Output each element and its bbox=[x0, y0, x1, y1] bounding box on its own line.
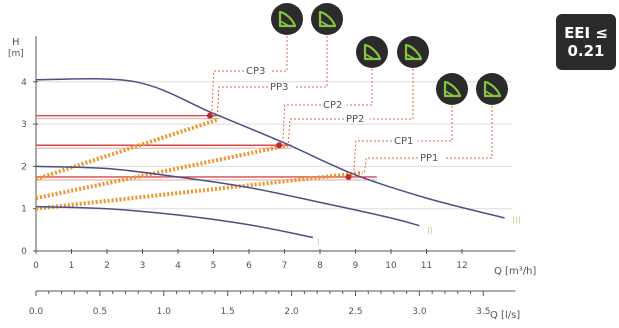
leaf-curve-icon bbox=[318, 10, 337, 28]
leader-line bbox=[294, 36, 328, 88]
x-tick-label: 0 bbox=[33, 261, 39, 271]
mode-icon-bg bbox=[397, 36, 429, 68]
leaf-curve-icon bbox=[404, 43, 423, 61]
mode-icon-bg bbox=[436, 73, 468, 105]
mode-icon-bg bbox=[356, 36, 388, 68]
speed-curve-iii bbox=[35, 77, 505, 219]
pp-line-pp1 bbox=[35, 170, 363, 211]
leader-line bbox=[216, 86, 268, 120]
x-tick-label: 6 bbox=[246, 261, 252, 271]
x-tick-label: 10 bbox=[385, 261, 397, 271]
leader-line bbox=[211, 70, 244, 115]
mode-label-pp1: PP1 bbox=[420, 153, 438, 164]
grid-layer bbox=[36, 81, 512, 210]
icon-layer bbox=[271, 3, 508, 105]
cp3-mode-icon bbox=[271, 3, 303, 35]
mode-icon-bg bbox=[271, 3, 303, 35]
leader-line bbox=[444, 106, 493, 159]
curve-label-i: I bbox=[317, 238, 320, 249]
leaf-curve-icon bbox=[363, 43, 382, 61]
speed-curve-i bbox=[35, 205, 314, 239]
x2-axis-label: Q [l/s] bbox=[490, 310, 520, 321]
y-tick-label: 2 bbox=[21, 162, 27, 172]
operating-point-cp1 bbox=[345, 173, 352, 180]
leader-line bbox=[363, 157, 418, 173]
text-layer: H [m] Q [m³/h] Q [l/s] 0 1 2 3 4 5 6 7 8 9 10 11 120… bbox=[8, 37, 536, 321]
x-axis-label: Q [m³/h] bbox=[494, 266, 536, 277]
x-tick-label: 5 bbox=[211, 261, 217, 271]
mode-label-pp3: PP3 bbox=[270, 82, 288, 93]
curve-label-ii: II bbox=[427, 226, 433, 237]
line-layer bbox=[35, 77, 505, 239]
leaf-curve-icon bbox=[278, 10, 297, 28]
leaf-vein bbox=[319, 20, 330, 27]
x-tick-label: 4 bbox=[175, 261, 181, 271]
x2-tick-label: 2.0 bbox=[284, 307, 299, 317]
mode-icon-bg bbox=[311, 3, 343, 35]
mode-icon-bg bbox=[476, 73, 508, 105]
cp1-mode-icon bbox=[436, 73, 468, 105]
x2-tick-label: 1.5 bbox=[221, 307, 235, 317]
leader-line bbox=[370, 69, 414, 120]
x2-tick-label: 0.0 bbox=[29, 307, 44, 317]
eei-badge-line2: 0.21 bbox=[567, 42, 604, 60]
y-tick-label: 4 bbox=[21, 78, 27, 88]
mode-label-cp1: CP1 bbox=[394, 136, 413, 147]
leaf-vein bbox=[364, 53, 375, 60]
x-tick-label: 8 bbox=[317, 261, 323, 271]
leaf-vein bbox=[444, 90, 455, 97]
leader-layer bbox=[211, 36, 493, 176]
leaf-curve-icon bbox=[443, 80, 462, 98]
leaf-vein bbox=[405, 53, 416, 60]
cp2-mode-icon bbox=[356, 36, 388, 68]
leader-line bbox=[287, 118, 344, 147]
pp2-mode-icon bbox=[397, 36, 429, 68]
leader-line bbox=[353, 140, 392, 176]
x-tick-label: 1 bbox=[69, 261, 75, 271]
leader-line bbox=[418, 106, 453, 142]
y-axis-unit: [m] bbox=[8, 49, 24, 59]
x-tick-label: 9 bbox=[353, 261, 359, 271]
x-tick-label: 12 bbox=[456, 261, 467, 271]
mark-layer bbox=[206, 112, 352, 180]
mode-label-pp2: PP2 bbox=[346, 114, 364, 125]
operating-point-cp2 bbox=[276, 142, 283, 149]
leaf-curve-icon bbox=[483, 80, 502, 98]
speed-curve-ii bbox=[35, 165, 420, 227]
x2-tick-label: 3.5 bbox=[476, 307, 490, 317]
mode-label-cp2: CP2 bbox=[323, 100, 342, 111]
eei-badge-line1: EEI ≤ bbox=[564, 24, 608, 42]
leaf-vein bbox=[484, 90, 495, 97]
pp1-mode-icon bbox=[476, 73, 508, 105]
x2-tick-label: 1.0 bbox=[157, 307, 172, 317]
leader-line bbox=[270, 36, 288, 72]
mode-label-cp3: CP3 bbox=[246, 66, 265, 77]
y-axis-label: H bbox=[12, 37, 20, 48]
y-tick-label: 1 bbox=[21, 205, 27, 215]
y-tick-label: 0 bbox=[21, 247, 27, 257]
pp3-mode-icon bbox=[311, 3, 343, 35]
x-tick-label: 3 bbox=[140, 261, 146, 271]
x2-tick-label: 0.5 bbox=[93, 307, 107, 317]
y-tick-label: 3 bbox=[21, 120, 27, 130]
leader-line bbox=[347, 69, 373, 106]
curve-label-iii: III bbox=[512, 215, 521, 226]
pp-line-pp2 bbox=[35, 143, 289, 201]
leader-line bbox=[282, 104, 321, 145]
eei-badge: EEI ≤ 0.21 bbox=[556, 14, 616, 70]
x-tick-label: 11 bbox=[421, 261, 432, 271]
x2-tick-label: 2.5 bbox=[348, 307, 362, 317]
leaf-vein bbox=[279, 20, 290, 27]
x-tick-label: 2 bbox=[104, 261, 110, 271]
x2-tick-label: 3.0 bbox=[412, 307, 427, 317]
x-tick-label: 7 bbox=[282, 261, 288, 271]
